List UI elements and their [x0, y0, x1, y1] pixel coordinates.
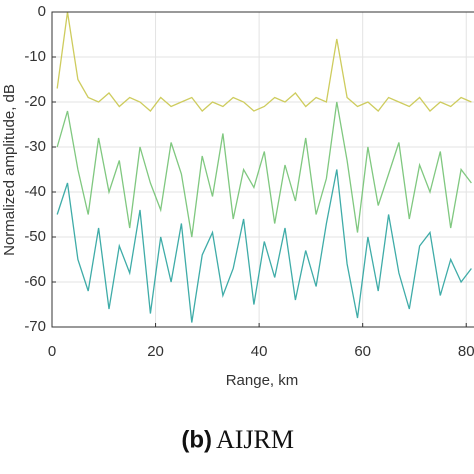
x-tick-label: 80 [458, 343, 474, 360]
y-tick-label: 0 [38, 3, 46, 20]
y-tick-label: -10 [24, 48, 46, 65]
y-tick-label: -50 [24, 228, 46, 245]
plot-frame [51, 11, 474, 328]
caption-text: AIJRM [216, 425, 294, 454]
x-axis-label: Range, km [226, 372, 299, 389]
caption-label: (b) [181, 426, 212, 453]
series-line [56, 11, 472, 112]
x-tick-label: 60 [354, 343, 371, 360]
y-axis-label: Normalized amplitude, dB [1, 84, 18, 256]
y-tick-label: -30 [24, 138, 46, 155]
series-line [56, 169, 472, 323]
y-tick-label: -20 [24, 93, 46, 110]
y-tick-label: -60 [24, 273, 46, 290]
y-tick-label: -40 [24, 183, 46, 200]
x-tick-label: 20 [147, 343, 164, 360]
x-tick-label: 40 [251, 343, 268, 360]
series-line [56, 101, 472, 238]
x-tick-label: 0 [48, 343, 56, 360]
y-tick-label: -70 [24, 318, 46, 335]
